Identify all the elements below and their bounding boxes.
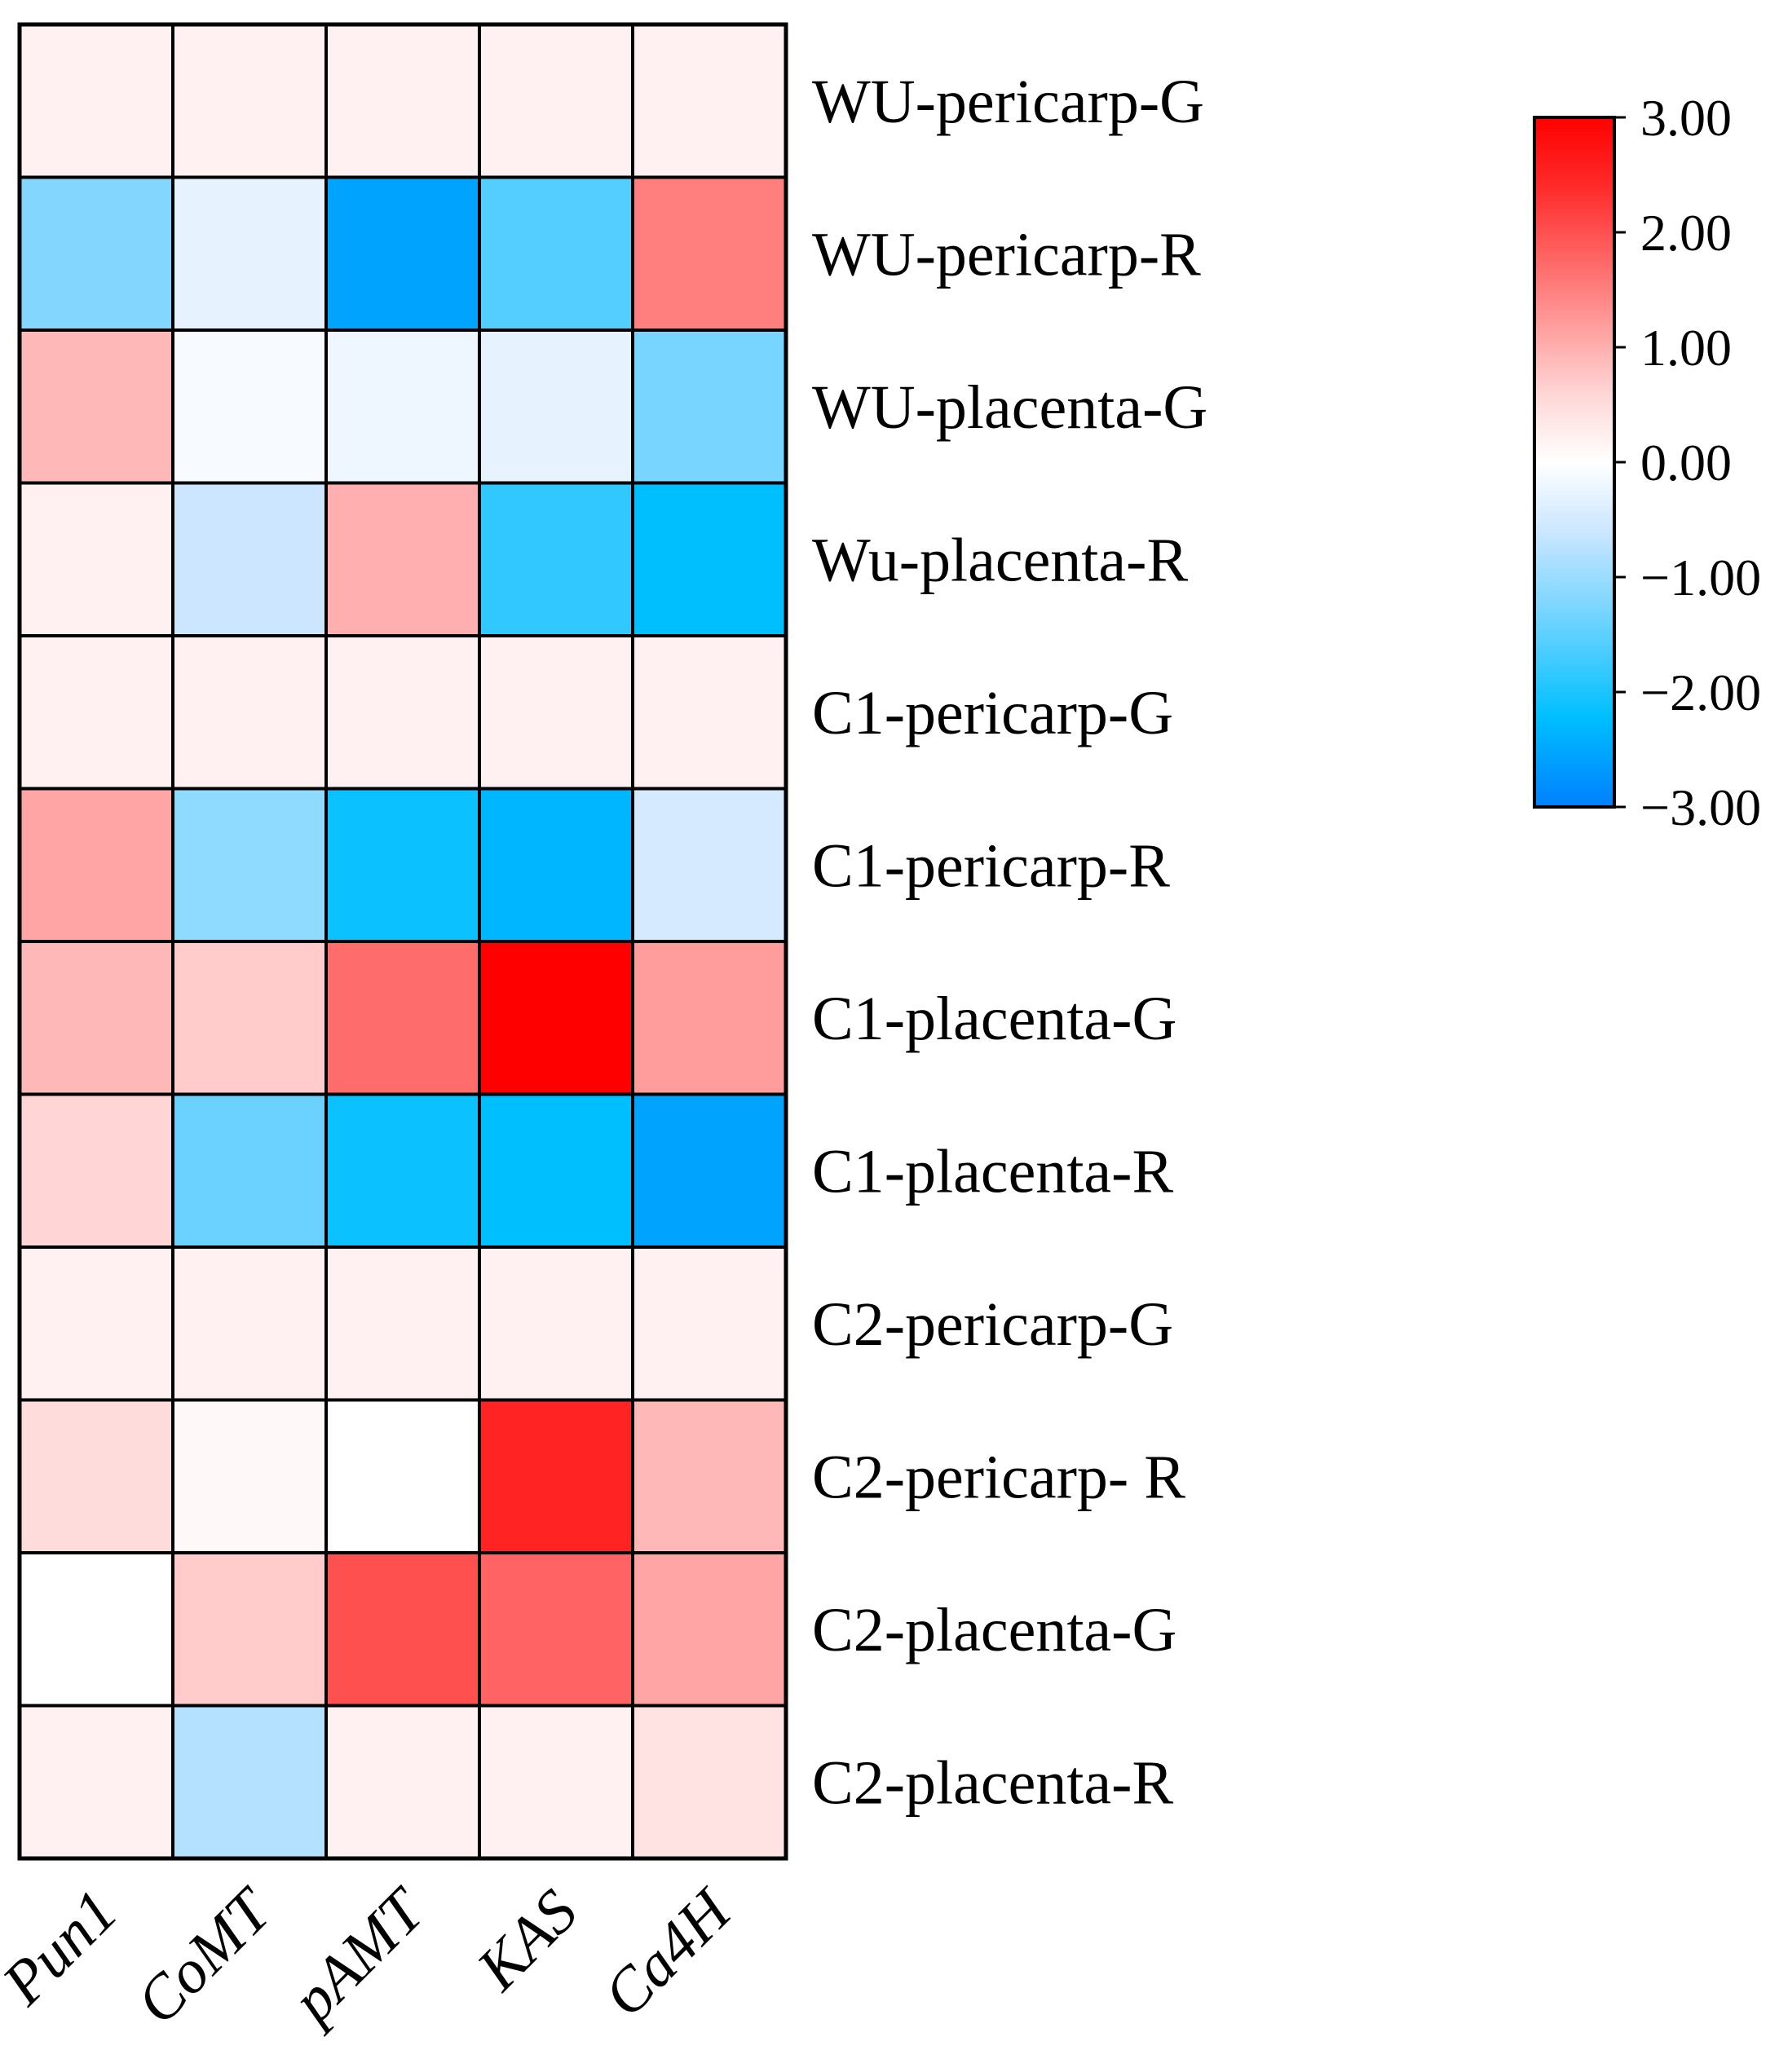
row-label: C2-placenta-R [812, 1748, 1173, 1817]
heatmap-cell [631, 23, 788, 179]
row-labels: WU-pericarp-G WU-pericarp-R WU-placenta-G W… [812, 68, 1207, 1818]
heatmap-cell [324, 634, 481, 791]
heatmap-cell [631, 328, 788, 485]
heatmap-cell [18, 787, 174, 943]
heatmap-cell [18, 23, 174, 179]
heatmap-cell [18, 1551, 174, 1708]
heatmap-cell [18, 328, 174, 485]
heatmap-cell [478, 1398, 634, 1554]
heatmap-cell [18, 1092, 174, 1249]
heatmap-cell [171, 940, 328, 1096]
heatmap-cell [18, 940, 174, 1096]
heatmap-cell [324, 1092, 481, 1249]
heatmap-cell [478, 175, 634, 332]
heatmap-cell [18, 1704, 174, 1860]
colorbar-tick-label: −3.00 [1640, 778, 1761, 836]
heatmap-cell [324, 481, 481, 637]
heatmap-cell [631, 1092, 788, 1249]
heatmap-cell [631, 1245, 788, 1402]
row-label: WU-pericarp-R [812, 220, 1201, 289]
column-label: Pun1 [0, 1877, 130, 2019]
heatmap-cell [631, 175, 788, 332]
heatmap-cell [478, 328, 634, 485]
colorbar-tick-label: 3.00 [1640, 89, 1732, 147]
heatmap-cell [18, 481, 174, 637]
colorbar: 3.00 2.00 1.00 0.00 −1.00 −2.00 −3.00 [1533, 89, 1761, 836]
colorbar-tick-label: 0.00 [1640, 434, 1732, 492]
heatmap-cell [478, 940, 634, 1096]
heatmap-cell [171, 1398, 328, 1554]
heatmap-cell [631, 481, 788, 637]
row-label: C2-pericarp-G [812, 1290, 1173, 1359]
row-label: C1-pericarp-R [812, 831, 1170, 900]
heatmap-cell [171, 1245, 328, 1402]
colorbar-ticks: 3.00 2.00 1.00 0.00 −1.00 −2.00 −3.00 [1614, 89, 1761, 836]
colorbar-tick-label: −2.00 [1640, 663, 1761, 721]
heatmap-cell [18, 634, 174, 791]
heatmap-cell [171, 175, 328, 332]
heatmap-cell [18, 1245, 174, 1402]
row-label: C2-pericarp- R [812, 1443, 1185, 1511]
row-label: C1-placenta-R [812, 1137, 1173, 1206]
row-label: WU-placenta-G [812, 373, 1207, 442]
heatmap-cell [324, 328, 481, 485]
heatmap-cell [18, 175, 174, 332]
column-label: CoMT [123, 1874, 286, 2037]
heatmap-cell [171, 787, 328, 943]
heatmap-border [17, 22, 788, 1861]
heatmap-cell [171, 328, 328, 485]
heatmap-cell [171, 481, 328, 637]
heatmap-cell [631, 634, 788, 791]
heatmap-cell [631, 940, 788, 1096]
heatmap-cell [631, 1551, 788, 1708]
heatmap-cells [17, 22, 788, 1861]
heatmap-cell [631, 787, 788, 943]
heatmap-cell [171, 1704, 328, 1860]
row-label: C1-pericarp-G [812, 679, 1173, 747]
heatmap-cell [324, 1704, 481, 1860]
row-label: C2-placenta-G [812, 1596, 1176, 1664]
heatmap-cell [324, 1245, 481, 1402]
heatmap-cell [478, 1551, 634, 1708]
column-label: pAMT [276, 1874, 440, 2038]
colorbar-gradient [1533, 116, 1616, 809]
heatmap-cell [478, 1245, 634, 1402]
heatmap-cell [18, 1398, 174, 1554]
heatmap-cell [478, 634, 634, 791]
heatmap-cell [478, 1704, 634, 1860]
colorbar-tick-label: 2.00 [1640, 204, 1732, 262]
heatmap-cell [478, 481, 634, 637]
heatmap-cell [478, 787, 634, 943]
heatmap-cell [171, 23, 328, 179]
row-label: WU-pericarp-G [812, 68, 1204, 136]
heatmap-cell [171, 1092, 328, 1249]
heatmap-cell [324, 1551, 481, 1708]
heatmap-cell [631, 1398, 788, 1554]
colorbar-tick-label: 1.00 [1640, 319, 1732, 377]
column-label: Ca4H [590, 1875, 746, 2030]
heatmap-cell [324, 23, 481, 179]
row-label: Wu-placenta-R [812, 526, 1188, 594]
heatmap-cell [324, 175, 481, 332]
heatmap-cell [324, 940, 481, 1096]
heatmap-cell [631, 1704, 788, 1860]
heatmap-cell [478, 23, 634, 179]
heatmap-cell [324, 787, 481, 943]
heatmap-cell [478, 1092, 634, 1249]
colorbar-tick-label: −1.00 [1640, 549, 1761, 606]
heatmap-cell [324, 1398, 481, 1554]
heatmap-cell [171, 1551, 328, 1708]
column-label: KAS [463, 1877, 590, 2004]
row-label: C1-placenta-G [812, 985, 1176, 1053]
heatmap-cell [171, 634, 328, 791]
